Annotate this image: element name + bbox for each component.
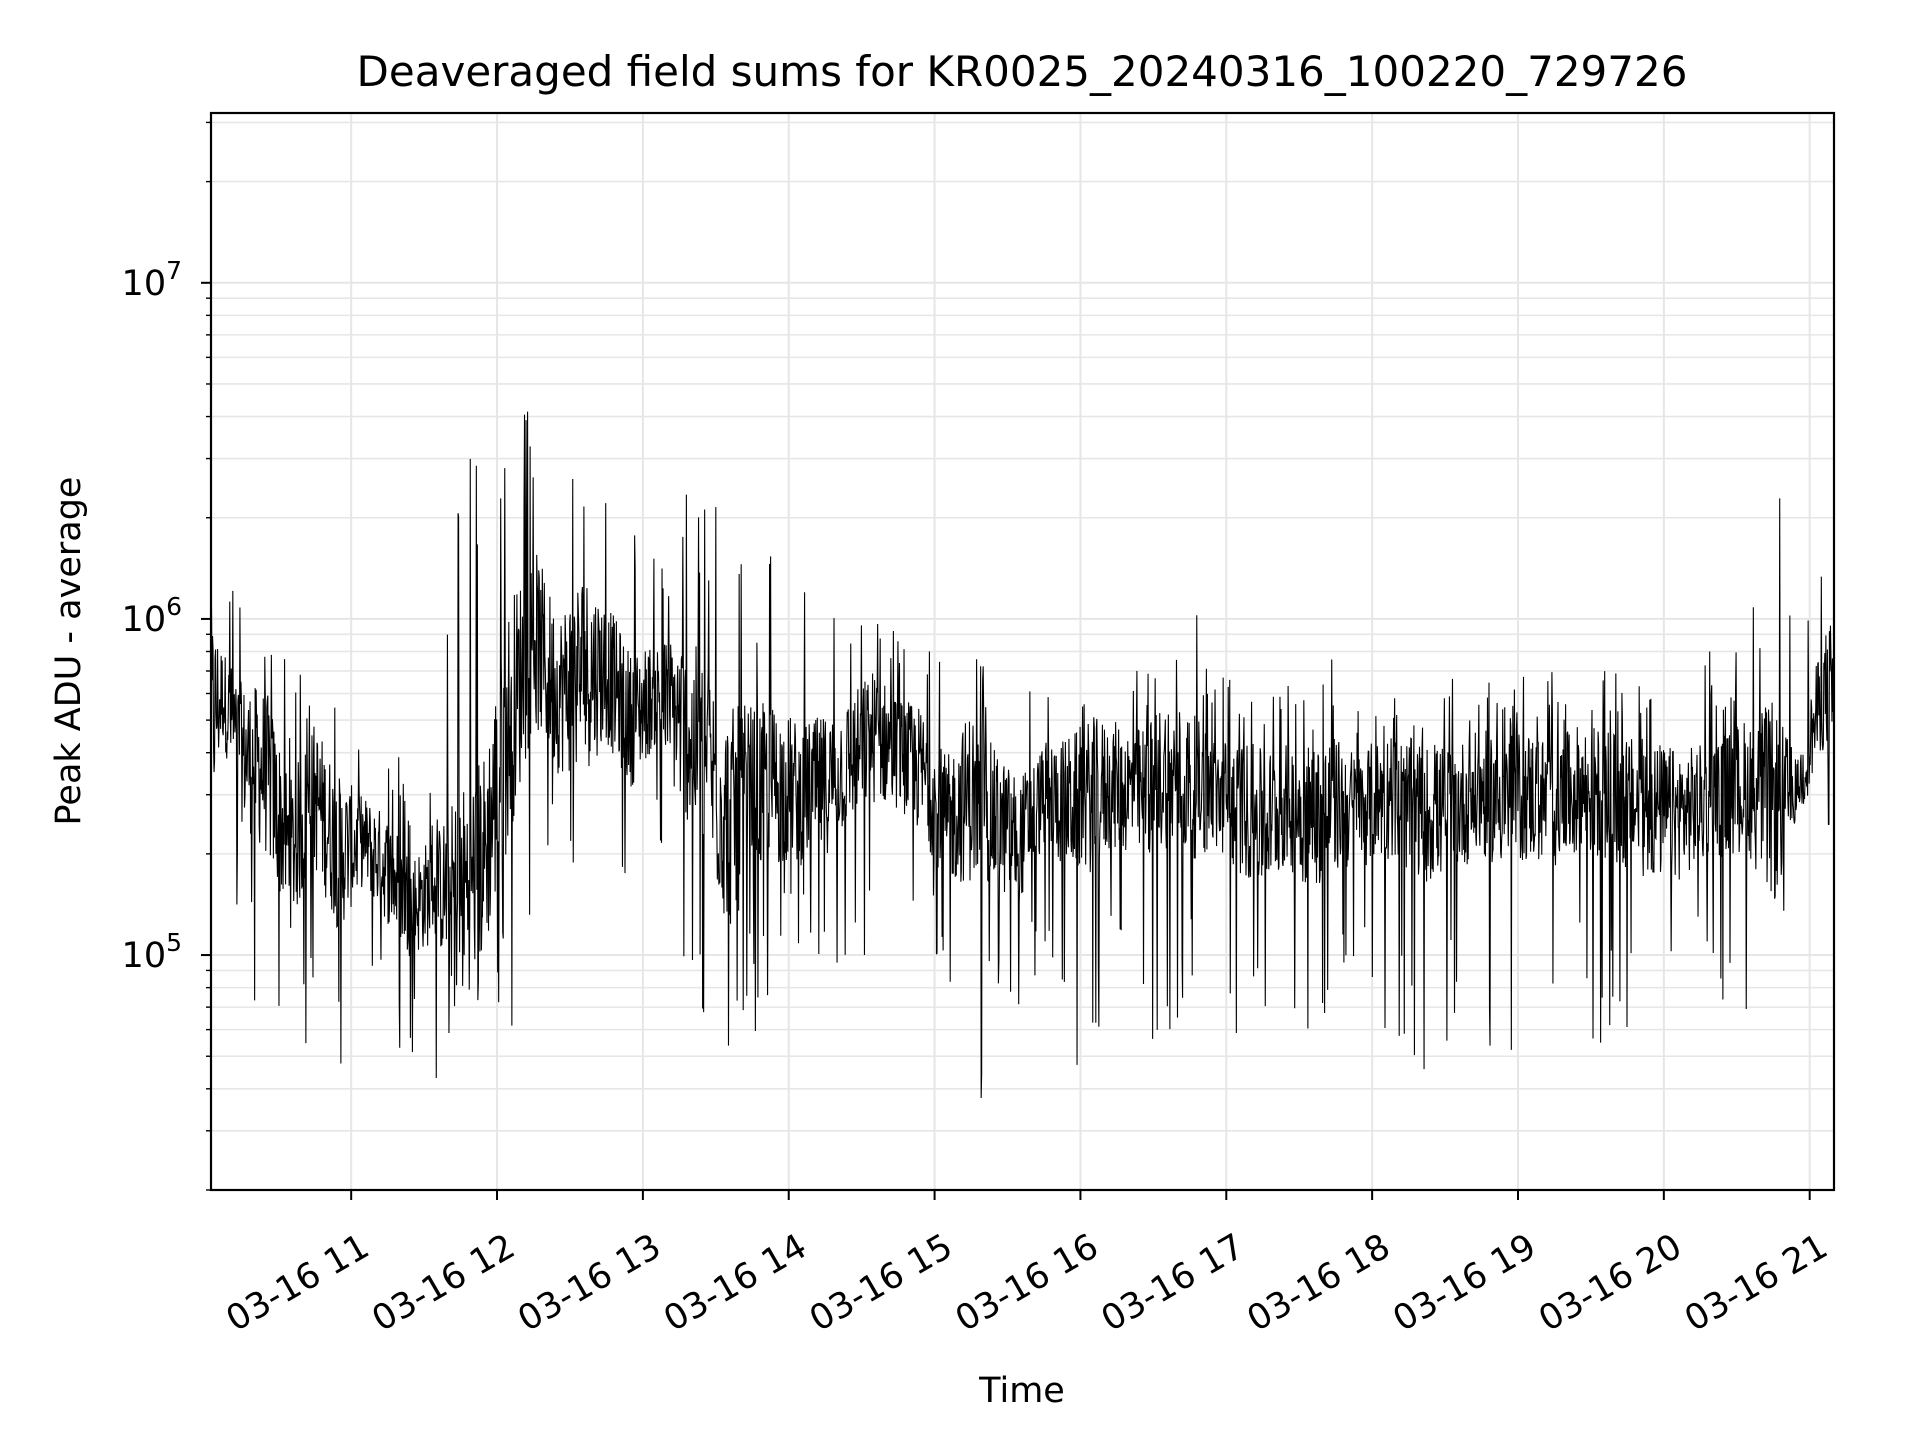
x-axis-label: Time	[978, 1371, 1065, 1411]
y-tick-label: 107	[122, 256, 182, 304]
chart-title: Deaveraged field sums for KR0025_2024031…	[357, 47, 1688, 96]
data-layer	[210, 411, 1835, 1098]
y-axis-label: Peak ADU - average	[49, 477, 89, 826]
y-tick-label: 106	[122, 592, 182, 640]
series-line	[210, 411, 1835, 1098]
y-tick-label: 105	[122, 928, 182, 976]
